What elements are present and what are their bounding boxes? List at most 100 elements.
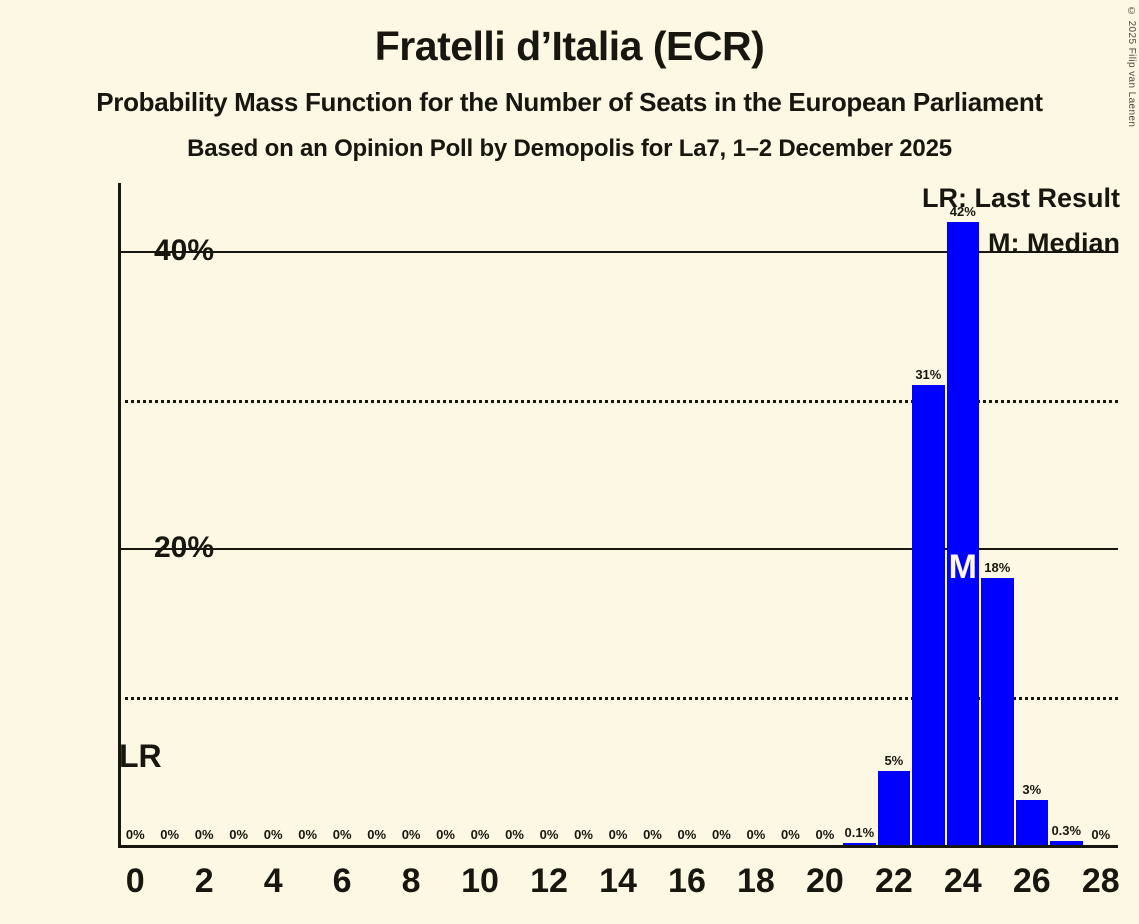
bar-slot: 0% bbox=[566, 183, 600, 845]
bar-slot: 3% bbox=[1015, 183, 1049, 845]
y-axis-line bbox=[118, 183, 121, 848]
bar[interactable] bbox=[981, 577, 1014, 845]
x-axis-line bbox=[118, 845, 1118, 848]
bar-slot: 5% bbox=[877, 183, 911, 845]
bar-value-label: 0% bbox=[298, 827, 318, 842]
bar-value-label: 0% bbox=[608, 827, 628, 842]
gridline-30 bbox=[118, 399, 1118, 403]
bar-value-label: 0% bbox=[677, 827, 697, 842]
copyright-notice: © 2025 Filip van Laenen bbox=[1126, 6, 1137, 128]
bar-value-label: 18% bbox=[984, 559, 1011, 575]
bar-value-label: 0% bbox=[332, 827, 352, 842]
bar[interactable] bbox=[843, 843, 876, 845]
bar-slot: 0.1% bbox=[842, 183, 876, 845]
bar-slot: 0% bbox=[808, 183, 842, 845]
bar-slot: 0% bbox=[670, 183, 704, 845]
bar-slot: 0% bbox=[1084, 183, 1118, 845]
bar-value-label: 0% bbox=[263, 827, 283, 842]
bar-slot: 0% bbox=[739, 183, 773, 845]
bar-series: 0% LR 0% 0% 0% 0% 0% 0% 0% 0% 0% 0% 0% 0% 0% 0% 0% 0% 0% 0%… bbox=[118, 183, 1118, 845]
plot-area: 40% 20% 0% LR 0% 0% 0% 0% 0% 0% 0% 0% 0% 0% 0% 0% 0% 0% 0… bbox=[118, 183, 1118, 848]
bar-slot: 0% LR bbox=[118, 183, 162, 845]
legend-item-median: M: Median bbox=[988, 228, 1120, 258]
bar[interactable] bbox=[1015, 800, 1049, 845]
bar-value-label: 0% bbox=[712, 827, 731, 842]
x-tick-label-0: 0 bbox=[125, 862, 145, 900]
bar-value-label: 0% bbox=[781, 827, 800, 842]
bar-slot: 0.3% bbox=[1049, 183, 1083, 845]
bar-value-label: 0% bbox=[643, 827, 662, 842]
bar[interactable] bbox=[877, 770, 911, 845]
x-tick-label-2: 2 bbox=[194, 862, 214, 900]
x-axis-tick-labels: 0 2 4 6 8 10 12 14 16 18 20 22 24 26 28 bbox=[118, 862, 1120, 912]
bar-slot: 0% bbox=[773, 183, 807, 845]
bar-value-label: 42% bbox=[949, 203, 976, 219]
bar-slot: 0% bbox=[187, 183, 221, 845]
bar-slot: 0% bbox=[635, 183, 669, 845]
bar-value-label: 0% bbox=[229, 827, 249, 842]
bar-slot: 0% bbox=[463, 183, 497, 845]
bar-slot: 0% bbox=[704, 183, 738, 845]
bar-slot: 31% bbox=[911, 183, 945, 845]
bar-value-label: 0% bbox=[194, 827, 214, 842]
x-tick-label-28: 28 bbox=[1081, 862, 1120, 900]
bar-value-label: 0% bbox=[574, 827, 593, 842]
bar-slot: 0% bbox=[256, 183, 290, 845]
bar-value-label: 0% bbox=[436, 827, 455, 842]
gridline-10 bbox=[118, 696, 1118, 700]
x-tick-label-10: 10 bbox=[461, 862, 499, 900]
last-result-marker: LR bbox=[119, 738, 162, 774]
bar-value-label: 0% bbox=[401, 827, 421, 842]
x-tick-label-8: 8 bbox=[401, 862, 421, 900]
y-tick-label-20: 20% bbox=[153, 531, 214, 565]
bar-slot: 0% bbox=[497, 183, 531, 845]
y-tick-label-40: 40% bbox=[153, 234, 214, 268]
bar-slot: 0% bbox=[428, 183, 462, 845]
page-title: Fratelli d’Italia (ECR) bbox=[374, 23, 765, 69]
median-marker: M bbox=[948, 548, 977, 587]
bar-slot: 42% M bbox=[946, 183, 980, 845]
bar-value-label: 0% bbox=[746, 827, 766, 842]
x-tick-label-14: 14 bbox=[599, 862, 637, 900]
bar-slot: 0% bbox=[359, 183, 393, 845]
bar-slot: 18% bbox=[980, 183, 1014, 845]
chart-subtitle: Probability Mass Function for the Number… bbox=[96, 87, 1043, 117]
x-tick-label-18: 18 bbox=[737, 862, 775, 900]
x-tick-label-4: 4 bbox=[263, 862, 283, 900]
x-tick-label-22: 22 bbox=[874, 862, 913, 900]
bar[interactable] bbox=[946, 221, 980, 845]
bar-value-label: 0% bbox=[160, 827, 180, 842]
bar[interactable] bbox=[912, 384, 945, 845]
bar-value-label: 0.3% bbox=[1051, 822, 1082, 838]
bar-value-label: 0.1% bbox=[844, 825, 875, 840]
bar-value-label: 0% bbox=[815, 827, 835, 842]
bar-value-label: 0% bbox=[505, 827, 524, 842]
x-tick-label-6: 6 bbox=[332, 862, 352, 900]
title-block: Fratelli d’Italia (ECR) Probability Mass… bbox=[0, 0, 1139, 161]
bar-slot: 0% bbox=[290, 183, 324, 845]
legend-item-last-result: LR: Last Result bbox=[921, 183, 1120, 213]
bar-value-label: 3% bbox=[1022, 782, 1042, 798]
bar-slot: 0% bbox=[394, 183, 428, 845]
bar-slot: 0% bbox=[325, 183, 359, 845]
bar-value-label: 5% bbox=[884, 752, 904, 768]
chart-legend: LR: Last Result M: Median bbox=[922, 185, 1120, 257]
bar-value-label: 0% bbox=[1091, 827, 1111, 842]
bar-value-label: 0% bbox=[367, 827, 387, 842]
bar-slot: 0% bbox=[601, 183, 635, 845]
bar-value-label: 0% bbox=[125, 827, 145, 842]
bar-slot: 0% bbox=[532, 183, 566, 845]
bar-value-label: 0% bbox=[539, 827, 559, 842]
bar-slot: 0% bbox=[221, 183, 255, 845]
x-tick-label-26: 26 bbox=[1012, 862, 1051, 900]
bar[interactable] bbox=[1050, 840, 1083, 845]
bar-slot: 0% bbox=[152, 183, 186, 845]
gridline-20 bbox=[118, 548, 1118, 551]
y-axis-tick-labels: 40% 20% bbox=[118, 183, 228, 848]
x-tick-label-20: 20 bbox=[805, 862, 844, 900]
bar-value-label: 31% bbox=[915, 366, 942, 382]
gridline-40 bbox=[118, 251, 1118, 254]
chart-source-note: Based on an Opinion Poll by Demopolis fo… bbox=[187, 135, 952, 162]
x-tick-label-16: 16 bbox=[668, 862, 706, 900]
